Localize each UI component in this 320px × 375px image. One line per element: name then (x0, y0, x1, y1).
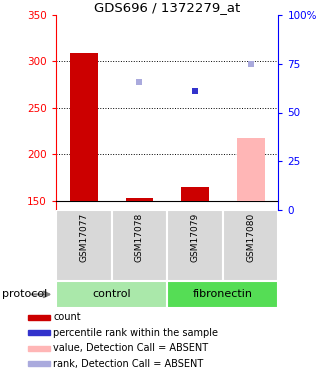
Text: value, Detection Call = ABSENT: value, Detection Call = ABSENT (53, 343, 209, 353)
Text: GSM17079: GSM17079 (190, 213, 199, 262)
Bar (28, 346, 50, 351)
Bar (223, 210, 278, 281)
Bar (125, 198, 153, 201)
Text: control: control (92, 290, 131, 299)
Title: GDS696 / 1372279_at: GDS696 / 1372279_at (94, 1, 240, 14)
Bar (70, 53, 98, 201)
Bar (28, 361, 50, 366)
Bar (167, 210, 223, 281)
Text: GSM17080: GSM17080 (246, 213, 255, 262)
Bar (56, 281, 167, 308)
Text: protocol: protocol (2, 290, 47, 299)
Bar (112, 210, 167, 281)
Bar (237, 138, 265, 201)
Bar (167, 281, 278, 308)
Text: GSM17078: GSM17078 (135, 213, 144, 262)
Text: count: count (53, 312, 81, 322)
Bar (56, 210, 112, 281)
Text: GSM17077: GSM17077 (79, 213, 88, 262)
Text: fibronectin: fibronectin (193, 290, 253, 299)
Text: percentile rank within the sample: percentile rank within the sample (53, 328, 218, 338)
Bar (28, 330, 50, 335)
Bar (28, 315, 50, 320)
Text: rank, Detection Call = ABSENT: rank, Detection Call = ABSENT (53, 358, 204, 369)
Bar (181, 187, 209, 201)
